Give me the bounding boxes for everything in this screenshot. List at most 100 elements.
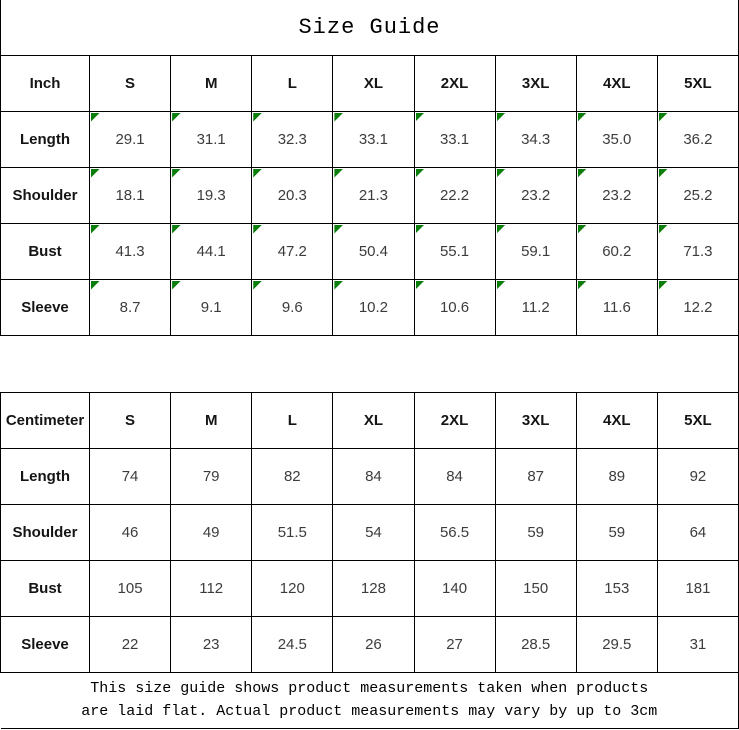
green-corner-marker-icon (172, 168, 182, 178)
inch-size-value-cell: 23.2 (575, 166, 658, 224)
cm-size-value-cell: 59 (575, 503, 658, 561)
cm-size-value-cell: 28.5 (494, 615, 577, 673)
size-value: 23 (202, 635, 220, 653)
size-value: 31 (689, 635, 707, 653)
size-value: 64 (689, 523, 707, 541)
inch-size-value-cell: 9.6 (251, 278, 334, 336)
cm-size-col-header: S (88, 391, 172, 449)
inch-size-value-cell: 10.6 (413, 278, 496, 336)
cm-size-value-cell: 24.5 (251, 615, 334, 673)
inch-row-label: Shoulder (0, 166, 90, 224)
footer-row: This size guide shows product measuremen… (0, 671, 739, 729)
inch-size-col-header: M (170, 54, 253, 112)
inch-size-value-cell: 33.1 (332, 110, 415, 168)
cm-size-value-cell: 92 (656, 447, 739, 505)
inch-size-value-cell: 60.2 (575, 222, 658, 280)
size-value: 87 (527, 467, 545, 485)
size-value: 34.3 (521, 130, 551, 148)
size-value: 8.7 (119, 298, 141, 316)
size-value: 74 (121, 467, 139, 485)
title-section: Size Guide (0, 0, 739, 56)
size-value: 24.5 (277, 635, 307, 653)
green-corner-marker-icon (172, 112, 182, 122)
inch-size-value-cell: 31.1 (170, 110, 253, 168)
green-corner-marker-icon (172, 224, 182, 234)
footer-note: This size guide shows product measuremen… (0, 671, 739, 729)
inch-size-value-cell: 23.2 (494, 166, 577, 224)
size-value: 19.3 (196, 186, 226, 204)
green-corner-marker-icon (415, 280, 425, 290)
inch-row-label: Sleeve (0, 278, 90, 336)
inch-size-col-header: 2XL (413, 54, 496, 112)
size-value: 181 (685, 579, 711, 597)
inch-size-value-cell: 11.2 (494, 278, 577, 336)
inch-size-value-cell: 25.2 (656, 166, 739, 224)
size-value: 71.3 (683, 242, 713, 260)
inch-size-value-cell: 71.3 (656, 222, 739, 280)
inch-size-value-cell: 59.1 (494, 222, 577, 280)
cm-size-col-header: 2XL (413, 391, 496, 449)
size-value: 11.2 (521, 298, 550, 316)
cm-size-value-cell: 82 (251, 447, 334, 505)
cm-size-value-cell: 54 (332, 503, 415, 561)
green-corner-marker-icon (253, 168, 263, 178)
cm-size-value-cell: 153 (575, 559, 658, 617)
cm-size-value-cell: 29.5 (575, 615, 658, 673)
size-value: 25.2 (683, 186, 713, 204)
inch-size-value-cell: 9.1 (170, 278, 253, 336)
size-value: 12.2 (683, 298, 713, 316)
size-value: 18.1 (115, 186, 145, 204)
size-value: 84 (365, 467, 382, 485)
cm-size-col-header: 5XL (656, 391, 739, 449)
inch-size-col-header: 4XL (575, 54, 658, 112)
size-value: 89 (608, 467, 626, 485)
green-corner-marker-icon (334, 224, 344, 234)
inch-size-col-header: 5XL (656, 54, 739, 112)
cm-size-col-header: M (170, 391, 253, 449)
green-corner-marker-icon (496, 280, 506, 290)
inch-size-col-header: XL (332, 54, 415, 112)
size-value: 20.3 (277, 186, 307, 204)
size-value: 46 (121, 523, 139, 541)
green-corner-marker-icon (334, 112, 344, 122)
cm-row-label: Bust (0, 559, 90, 617)
cm-size-value-cell: 27 (413, 615, 496, 673)
inch-size-value-cell: 20.3 (251, 166, 334, 224)
size-value: 59.1 (521, 242, 551, 260)
size-value: 31.1 (196, 130, 226, 148)
inch-size-col-header: S (88, 54, 172, 112)
green-corner-marker-icon (253, 112, 263, 122)
size-value: 36.2 (683, 130, 713, 148)
size-value: 79 (202, 467, 220, 485)
size-value: 56.5 (439, 523, 470, 541)
inch-row-label: Bust (0, 222, 90, 280)
cm-size-value-cell: 31 (656, 615, 739, 673)
inch-table-row: Sleeve 8.7 9.1 9.6 10.2 10.6 11.2 11.6 12.2 (0, 278, 739, 336)
cm-size-value-cell: 22 (88, 615, 172, 673)
size-value: 60.2 (602, 242, 632, 260)
inch-size-value-cell: 35.0 (575, 110, 658, 168)
footer-line-1: This size guide shows product measuremen… (90, 679, 649, 697)
cm-size-value-cell: 79 (170, 447, 253, 505)
size-value: 10.2 (358, 298, 389, 316)
inch-size-value-cell: 12.2 (656, 278, 739, 336)
inch-unit-header: Inch (0, 54, 90, 112)
size-value: 128 (360, 579, 386, 597)
green-corner-marker-icon (658, 224, 668, 234)
inch-size-value-cell: 22.2 (413, 166, 496, 224)
cm-size-value-cell: 84 (413, 447, 496, 505)
inch-size-value-cell: 10.2 (332, 278, 415, 336)
size-value: 9.1 (200, 298, 222, 316)
size-value: 22 (121, 635, 139, 653)
green-corner-marker-icon (415, 224, 425, 234)
cm-size-col-header: 3XL (494, 391, 577, 449)
inch-size-col-header: 3XL (494, 54, 577, 112)
cm-size-value-cell: 64 (656, 503, 739, 561)
size-value: 82 (283, 467, 301, 485)
spacer-section (0, 334, 739, 393)
green-corner-marker-icon (253, 224, 263, 234)
inch-table-row: Length 29.1 31.1 32.3 33.1 33.1 34.3 35.0 36.2 (0, 110, 739, 168)
cm-size-value-cell: 74 (88, 447, 172, 505)
size-value: 153 (604, 579, 630, 597)
